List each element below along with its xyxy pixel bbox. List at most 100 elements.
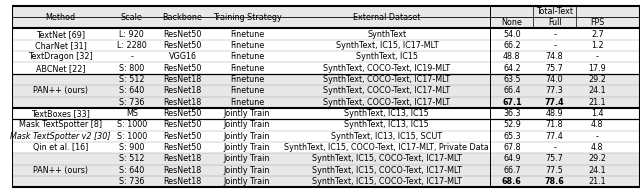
Text: 36.3: 36.3 bbox=[503, 109, 520, 118]
Text: S: 900: S: 900 bbox=[119, 143, 145, 152]
Text: 78.6: 78.6 bbox=[545, 177, 564, 186]
Text: 74.0: 74.0 bbox=[546, 75, 563, 84]
Text: None: None bbox=[501, 18, 522, 27]
Text: Mask TextSpotter [8]: Mask TextSpotter [8] bbox=[19, 120, 102, 129]
Text: Finetune: Finetune bbox=[230, 98, 264, 107]
Text: SynthText: SynthText bbox=[367, 30, 406, 39]
Text: Scale: Scale bbox=[121, 13, 143, 22]
Text: SynthText, COCO-Text, IC17-MLT: SynthText, COCO-Text, IC17-MLT bbox=[323, 98, 451, 107]
Text: S: 1000: S: 1000 bbox=[116, 132, 147, 141]
Text: 17.9: 17.9 bbox=[588, 64, 606, 73]
Text: 68.6: 68.6 bbox=[502, 177, 522, 186]
Text: 64.9: 64.9 bbox=[503, 154, 521, 163]
Text: Backbone: Backbone bbox=[163, 13, 203, 22]
Text: Qin et al. [16]: Qin et al. [16] bbox=[33, 143, 88, 152]
Text: 21.1: 21.1 bbox=[588, 98, 606, 107]
Text: 4.8: 4.8 bbox=[591, 143, 604, 152]
Text: SynthText, IC15, IC17-MLT: SynthText, IC15, IC17-MLT bbox=[335, 41, 438, 50]
Text: ResNet18: ResNet18 bbox=[164, 177, 202, 186]
Text: Mask TextSpotter v2 [30]: Mask TextSpotter v2 [30] bbox=[10, 132, 111, 141]
Text: Total-Text: Total-Text bbox=[536, 7, 573, 16]
Text: Finetune: Finetune bbox=[230, 75, 264, 84]
Text: Finetune: Finetune bbox=[230, 41, 264, 50]
Text: Method: Method bbox=[45, 13, 76, 22]
Text: 52.9: 52.9 bbox=[503, 120, 521, 129]
Text: ResNet50: ResNet50 bbox=[163, 120, 202, 129]
Text: 66.7: 66.7 bbox=[503, 166, 521, 175]
Text: 77.4: 77.4 bbox=[546, 132, 563, 141]
Text: S: 736: S: 736 bbox=[119, 177, 145, 186]
Text: Jointly Train: Jointly Train bbox=[224, 166, 270, 175]
Text: S: 736: S: 736 bbox=[119, 98, 145, 107]
Text: ResNet50: ResNet50 bbox=[163, 64, 202, 73]
Text: S: 800: S: 800 bbox=[119, 64, 145, 73]
Text: 77.3: 77.3 bbox=[546, 86, 563, 95]
Text: ResNet18: ResNet18 bbox=[164, 154, 202, 163]
Text: 48.9: 48.9 bbox=[546, 109, 563, 118]
Text: SynthText, IC15, COCO-Text, IC17-MLT: SynthText, IC15, COCO-Text, IC17-MLT bbox=[312, 177, 462, 186]
Text: Full: Full bbox=[548, 18, 561, 27]
Text: 21.1: 21.1 bbox=[588, 177, 606, 186]
Text: SynthText, IC13, IC15: SynthText, IC13, IC15 bbox=[344, 109, 429, 118]
Text: ResNet18: ResNet18 bbox=[164, 86, 202, 95]
Text: FPS: FPS bbox=[590, 18, 604, 27]
Text: PAN++ (ours): PAN++ (ours) bbox=[33, 86, 88, 95]
Text: S: 640: S: 640 bbox=[119, 86, 145, 95]
Text: 75.7: 75.7 bbox=[546, 154, 563, 163]
Bar bbox=[12, 6, 640, 28]
Text: SynthText, IC13, IC15: SynthText, IC13, IC15 bbox=[344, 120, 429, 129]
Text: 74.8: 74.8 bbox=[546, 52, 563, 61]
Text: ResNet50: ResNet50 bbox=[163, 41, 202, 50]
Text: ResNet18: ResNet18 bbox=[164, 75, 202, 84]
Text: 77.4: 77.4 bbox=[545, 98, 564, 107]
Text: SynthText, IC15, COCO-Text, IC17-MLT: SynthText, IC15, COCO-Text, IC17-MLT bbox=[312, 154, 462, 163]
Text: SynthText, IC15, COCO-Text, IC17-MLT: SynthText, IC15, COCO-Text, IC17-MLT bbox=[312, 166, 462, 175]
Text: Jointly Train: Jointly Train bbox=[224, 154, 270, 163]
Text: SynthText, IC13, IC15, SCUT: SynthText, IC13, IC15, SCUT bbox=[332, 132, 442, 141]
Bar bbox=[12, 164, 640, 176]
Text: 67.8: 67.8 bbox=[503, 143, 521, 152]
Text: Training Strategy: Training Strategy bbox=[212, 13, 282, 22]
Text: -: - bbox=[553, 41, 556, 50]
Text: MS: MS bbox=[126, 109, 138, 118]
Text: 1.4: 1.4 bbox=[591, 109, 604, 118]
Text: SynthText, IC15: SynthText, IC15 bbox=[356, 52, 418, 61]
Text: TextNet [69]: TextNet [69] bbox=[36, 30, 85, 39]
Text: 77.5: 77.5 bbox=[546, 166, 563, 175]
Text: TextBoxes [33]: TextBoxes [33] bbox=[31, 109, 90, 118]
Text: -: - bbox=[131, 52, 133, 61]
Text: 67.1: 67.1 bbox=[502, 98, 522, 107]
Text: ResNet50: ResNet50 bbox=[163, 109, 202, 118]
Bar bbox=[12, 153, 640, 164]
Bar bbox=[12, 74, 640, 85]
Text: Jointly Train: Jointly Train bbox=[224, 132, 270, 141]
Text: 24.1: 24.1 bbox=[588, 86, 606, 95]
Text: ResNet50: ResNet50 bbox=[163, 132, 202, 141]
Text: 54.0: 54.0 bbox=[503, 30, 521, 39]
Text: L: 2280: L: 2280 bbox=[117, 41, 147, 50]
Text: ResNet50: ResNet50 bbox=[163, 143, 202, 152]
Text: Finetune: Finetune bbox=[230, 86, 264, 95]
Text: SynthText, COCO-Text, IC17-MLT: SynthText, COCO-Text, IC17-MLT bbox=[323, 86, 451, 95]
Text: 63.5: 63.5 bbox=[503, 75, 521, 84]
Text: Jointly Train: Jointly Train bbox=[224, 143, 270, 152]
Text: S: 512: S: 512 bbox=[119, 75, 145, 84]
Text: 48.8: 48.8 bbox=[503, 52, 520, 61]
Text: Jointly Train: Jointly Train bbox=[224, 120, 270, 129]
Text: 75.7: 75.7 bbox=[546, 64, 563, 73]
Text: -: - bbox=[596, 132, 599, 141]
Text: TextDragon [32]: TextDragon [32] bbox=[28, 52, 93, 61]
Text: 4.8: 4.8 bbox=[591, 120, 604, 129]
Text: 24.1: 24.1 bbox=[588, 166, 606, 175]
Text: Finetune: Finetune bbox=[230, 52, 264, 61]
Text: External Dataset: External Dataset bbox=[353, 13, 420, 22]
Text: VGG16: VGG16 bbox=[169, 52, 196, 61]
Text: PAN++ (ours): PAN++ (ours) bbox=[33, 166, 88, 175]
Text: L: 920: L: 920 bbox=[120, 30, 144, 39]
Bar bbox=[12, 85, 640, 96]
Text: 2.7: 2.7 bbox=[591, 30, 604, 39]
Text: Finetune: Finetune bbox=[230, 30, 264, 39]
Text: SynthText, IC15, COCO-Text, IC17-MLT, Private Data: SynthText, IC15, COCO-Text, IC17-MLT, Pr… bbox=[284, 143, 489, 152]
Text: 29.2: 29.2 bbox=[588, 154, 606, 163]
Text: -: - bbox=[596, 52, 599, 61]
